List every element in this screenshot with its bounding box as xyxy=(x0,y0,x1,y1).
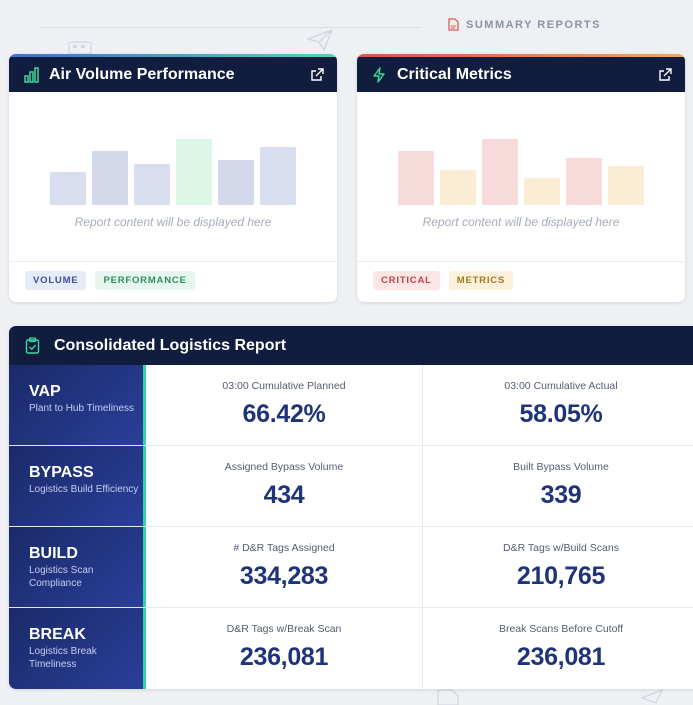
tag-metrics[interactable]: METRICS xyxy=(448,271,514,290)
placeholder-text: Report content will be displayed here xyxy=(74,215,272,229)
metric-cell: Built Bypass Volume 339 xyxy=(422,446,693,526)
external-link-icon[interactable] xyxy=(657,67,673,83)
metric-label: 03:00 Cumulative Planned xyxy=(222,380,346,392)
card-body: Report content will be displayed here xyxy=(357,92,685,262)
row-label: VAP Plant to Hub Timeliness xyxy=(9,365,146,445)
critical-metrics-card: Critical Metrics Report content will be … xyxy=(357,54,685,302)
clipboard-check-icon xyxy=(22,336,42,356)
metric-cell: Break Scans Before Cutoff 236,081 xyxy=(422,608,693,689)
lightning-icon xyxy=(369,65,389,85)
metric-cell: Assigned Bypass Volume 434 xyxy=(146,446,422,526)
summary-reports-header: SUMMARY REPORTS xyxy=(447,18,601,31)
row-label: BUILD Logistics Scan Compliance xyxy=(9,527,146,607)
row-code: VAP xyxy=(29,383,61,400)
metric-value: 236,081 xyxy=(239,643,329,671)
consolidated-logistics-report: Consolidated Logistics Report VAP Plant … xyxy=(9,326,693,689)
metric-label: Assigned Bypass Volume xyxy=(224,461,344,473)
card-body: Report content will be displayed here xyxy=(9,92,337,262)
report-title: Consolidated Logistics Report xyxy=(54,336,287,354)
report-row-build: BUILD Logistics Scan Compliance # D&R Ta… xyxy=(9,527,693,608)
metric-label: 03:00 Cumulative Actual xyxy=(504,380,618,392)
row-subtitle: Logistics Scan Compliance xyxy=(29,565,94,589)
row-label: BREAK Logistics Break Timeliness xyxy=(9,608,146,689)
tag-volume[interactable]: VOLUME xyxy=(25,271,87,290)
metric-cell: D&R Tags w/Build Scans 210,765 xyxy=(422,527,693,607)
metric-value: 66.42% xyxy=(242,400,326,428)
metric-cell: 03:00 Cumulative Planned 66.42% xyxy=(146,365,422,445)
placeholder-bar xyxy=(92,151,128,205)
metric-label: Built Bypass Volume xyxy=(513,461,609,473)
card-title: Air Volume Performance xyxy=(49,65,235,83)
tag-list: CRITICAL METRICS xyxy=(357,262,685,299)
metric-cell: D&R Tags w/Break Scan 236,081 xyxy=(146,608,422,689)
placeholder-bar xyxy=(260,147,296,205)
row-subtitle: Plant to Hub Timeliness xyxy=(29,403,135,414)
pdf-document-icon xyxy=(447,18,459,31)
metric-value: 210,765 xyxy=(516,562,606,590)
row-subtitle: Logistics Break Timeliness xyxy=(29,646,97,670)
placeholder-text: Report content will be displayed here xyxy=(422,215,620,229)
report-header: Consolidated Logistics Report xyxy=(9,326,693,365)
row-code: BUILD xyxy=(29,545,78,562)
placeholder-bar xyxy=(218,159,254,205)
row-subtitle: Logistics Build Efficiency xyxy=(29,484,139,495)
metric-value: 236,081 xyxy=(516,643,606,671)
metric-cell: # D&R Tags Assigned 334,283 xyxy=(146,527,422,607)
plane-decoration-icon xyxy=(640,686,664,705)
placeholder-bar xyxy=(50,172,86,205)
placeholder-bar xyxy=(566,158,602,205)
metric-cell: 03:00 Cumulative Actual 58.05% xyxy=(422,365,693,445)
tag-list: VOLUME PERFORMANCE xyxy=(9,262,337,299)
metric-value: 58.05% xyxy=(519,400,603,428)
summary-reports-title: SUMMARY REPORTS xyxy=(466,18,601,31)
placeholder-bar xyxy=(440,170,476,205)
placeholder-bar xyxy=(176,139,212,205)
bar-chart-icon xyxy=(21,65,41,85)
placeholder-bar xyxy=(398,150,434,205)
metric-label: D&R Tags w/Break Scan xyxy=(226,623,342,635)
row-code: BREAK xyxy=(29,626,86,643)
placeholder-bar xyxy=(524,177,560,205)
metric-value: 434 xyxy=(263,481,305,509)
row-code: BYPASS xyxy=(29,464,94,481)
placeholder-bar xyxy=(134,163,170,205)
card-accent-bar xyxy=(9,54,337,57)
card-header: Critical Metrics xyxy=(357,57,685,92)
background-line xyxy=(40,27,420,28)
report-row-break: BREAK Logistics Break Timeliness D&R Tag… xyxy=(9,608,693,689)
card-title: Critical Metrics xyxy=(397,65,512,83)
card-header: Air Volume Performance xyxy=(9,57,337,92)
placeholder-chart xyxy=(357,125,685,205)
document-decoration-icon xyxy=(436,688,460,705)
metric-value: 334,283 xyxy=(239,562,329,590)
tag-performance[interactable]: PERFORMANCE xyxy=(95,271,195,290)
report-row-bypass: BYPASS Logistics Build Efficiency Assign… xyxy=(9,446,693,527)
metric-label: # D&R Tags Assigned xyxy=(233,542,335,554)
metric-label: D&R Tags w/Build Scans xyxy=(503,542,619,554)
air-volume-performance-card: Air Volume Performance Report content wi… xyxy=(9,54,337,302)
external-link-icon[interactable] xyxy=(309,67,325,83)
metric-label: Break Scans Before Cutoff xyxy=(498,623,624,635)
paper-plane-icon xyxy=(305,28,334,58)
card-accent-bar xyxy=(357,54,685,57)
tag-critical[interactable]: CRITICAL xyxy=(373,271,440,290)
placeholder-bar xyxy=(482,139,518,205)
metric-value: 339 xyxy=(540,481,582,509)
report-row-vap: VAP Plant to Hub Timeliness 03:00 Cumula… xyxy=(9,365,693,446)
placeholder-chart xyxy=(9,125,337,205)
placeholder-bar xyxy=(608,166,644,205)
row-label: BYPASS Logistics Build Efficiency xyxy=(9,446,146,526)
